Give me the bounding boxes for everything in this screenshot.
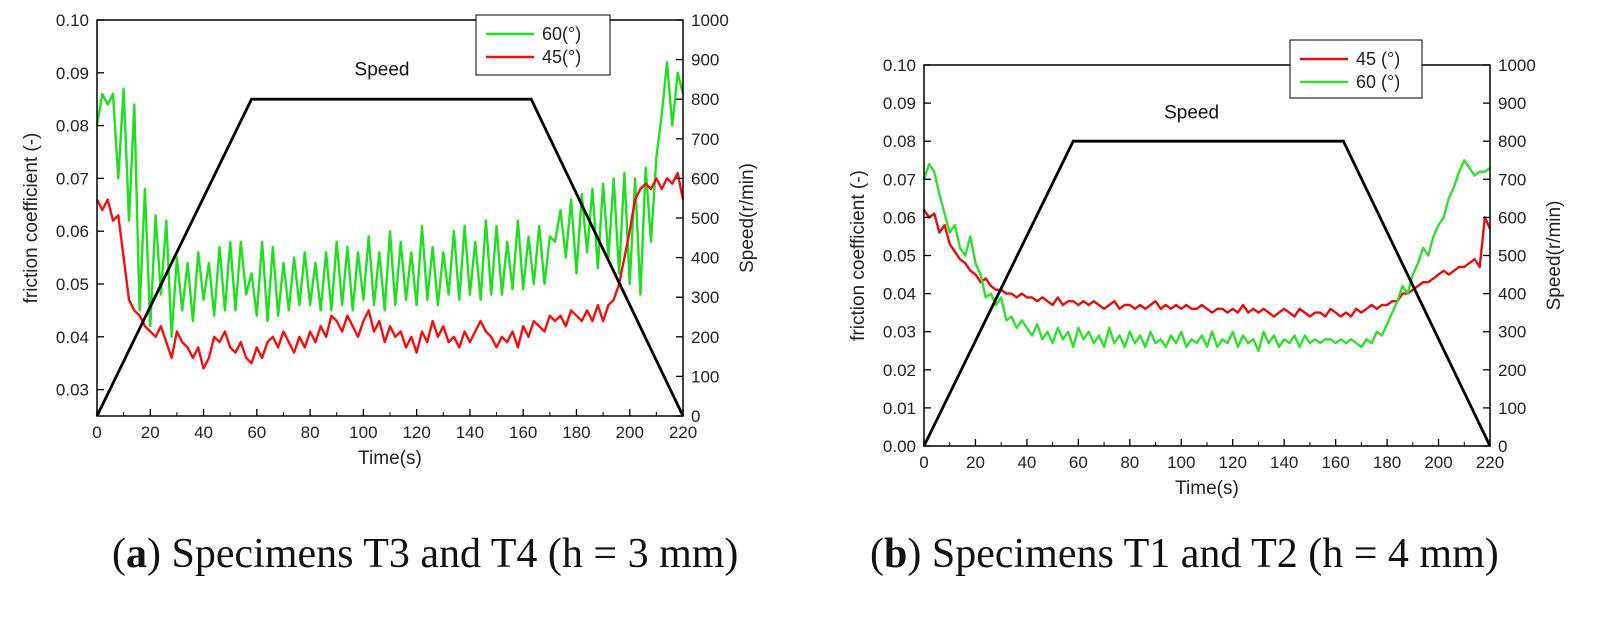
x-tick-label: 40	[1017, 453, 1036, 472]
y-axis-title: friction coefficient (-)	[21, 133, 42, 304]
legend-entry: 60(°)	[542, 24, 581, 44]
series-line-2	[922, 159, 1491, 352]
series-line-2	[95, 171, 685, 370]
y2-tick-label: 100	[1498, 399, 1526, 418]
x-tick-label: 220	[1476, 453, 1504, 472]
y-tick-label: 0.08	[56, 117, 89, 136]
y-tick-label: 0.08	[883, 132, 916, 151]
y2-tick-label: 200	[1498, 361, 1526, 380]
x-axis-title: Time(s)	[358, 448, 422, 469]
y-tick-label: 0.05	[56, 275, 89, 294]
x-tick-label: 200	[616, 423, 644, 442]
x-tick-label: 180	[562, 423, 590, 442]
caption-a: (a) Specimens T3 and T4 (h = 3 mm)	[112, 531, 739, 577]
legend-box	[475, 14, 611, 76]
y-tick-label: 0.00	[883, 437, 916, 456]
y-tick-label: 0.03	[56, 381, 89, 400]
x-tick-label: 160	[1321, 453, 1349, 472]
x-tick-label: 20	[966, 453, 985, 472]
x-tick-label: 220	[669, 423, 697, 442]
y-tick-label: 0.06	[883, 208, 916, 227]
y-tick-label: 0.03	[883, 323, 916, 342]
y2-tick-label: 1000	[691, 11, 729, 30]
x-tick-label: 0	[92, 423, 101, 442]
y-tick-label: 0.04	[883, 285, 916, 304]
y-tick-label: 0.07	[56, 169, 89, 188]
x-tick-label: 100	[1167, 453, 1195, 472]
x-tick-label: 140	[1270, 453, 1298, 472]
chart-panel-a: Speed 0 20 40 60 80 100 120 140 160 180 200 220 0.03 0…	[0, 0, 800, 617]
caption-b-text: Specimens T1 and T2 (h = 4 mm)	[931, 531, 1499, 577]
x-tick-label: 120	[1219, 453, 1247, 472]
y2-tick-label: 500	[691, 209, 719, 228]
x-tick-label: 20	[141, 423, 160, 442]
x-tick-label: 160	[509, 423, 537, 442]
legend-entry: 60 (°)	[1356, 72, 1400, 92]
y2-tick-label: 100	[691, 367, 719, 386]
y2-tick-label: 800	[1498, 132, 1526, 151]
y-tick-label: 0.05	[883, 247, 916, 266]
x-tick-label: 60	[247, 423, 266, 442]
chart-panel-b: Speed 0 20 40 60 80 100 120 140 160 180 200 220 0.00 0…	[810, 0, 1615, 617]
x-tick-label: 60	[1069, 453, 1088, 472]
y2-axis-title: Speed(r/min)	[1544, 201, 1565, 311]
caption-a-text: Specimens T3 and T4 (h = 3 mm)	[171, 531, 739, 577]
y-tick-label: 0.02	[883, 361, 916, 380]
y2-tick-label: 200	[691, 328, 719, 347]
y2-tick-label: 900	[691, 51, 719, 70]
speed-line	[922, 139, 1492, 447]
y-tick-label: 0.07	[883, 170, 916, 189]
series-line-1	[923, 209, 1492, 318]
y2-axis-title: Speed(r/min)	[737, 163, 758, 273]
y2-tick-label: 0	[691, 407, 700, 426]
x-tick-label: 180	[1373, 453, 1401, 472]
y-tick-label: 0.10	[56, 11, 89, 30]
x-tick-label: 200	[1424, 453, 1452, 472]
y2-tick-label: 400	[1498, 285, 1526, 304]
caption-a-letter: a	[126, 531, 147, 577]
y-axis-title: friction coefficient (-)	[848, 170, 869, 341]
caption-b: (b) Specimens T1 and T2 (h = 4 mm)	[870, 531, 1499, 577]
legend-entry: 45 (°)	[1356, 49, 1400, 69]
y2-tick-label: 400	[691, 249, 719, 268]
y2-tick-label: 600	[1498, 208, 1526, 227]
series-line-1	[95, 61, 685, 338]
y-tick-label: 0.06	[56, 222, 89, 241]
y2-tick-label: 300	[691, 288, 719, 307]
y2-tick-label: 700	[691, 130, 719, 149]
legend-entry: 45(°)	[542, 47, 581, 67]
y2-tick-label: 1000	[1498, 56, 1536, 75]
y2-tick-label: 300	[1498, 323, 1526, 342]
x-tick-label: 80	[301, 423, 320, 442]
y-tick-label: 0.01	[883, 399, 916, 418]
chart-a: Speed 0 20 40 60 80 100 120 140 160 180 200 220 0.03 0…	[21, 11, 758, 469]
y-tick-label: 0.09	[883, 94, 916, 113]
x-tick-label: 100	[349, 423, 377, 442]
x-tick-label: 0	[919, 453, 928, 472]
speed-annotation: Speed	[1164, 102, 1219, 123]
speed-annotation: Speed	[355, 59, 410, 80]
speed-line	[95, 97, 685, 417]
y-tick-label: 0.09	[56, 64, 89, 83]
y2-tick-label: 500	[1498, 247, 1526, 266]
caption-b-letter: b	[884, 531, 908, 577]
y2-tick-label: 700	[1498, 170, 1526, 189]
x-axis-title: Time(s)	[1175, 478, 1239, 499]
y2-tick-label: 600	[691, 169, 719, 188]
x-tick-label: 140	[456, 423, 484, 442]
x-tick-label: 120	[402, 423, 430, 442]
y2-tick-label: 0	[1498, 437, 1507, 456]
legend-box	[1289, 39, 1423, 99]
y2-tick-label: 900	[1498, 94, 1526, 113]
x-tick-label: 40	[194, 423, 213, 442]
y2-tick-label: 800	[691, 90, 719, 109]
y-tick-label: 0.10	[883, 56, 916, 75]
y-tick-label: 0.04	[56, 328, 89, 347]
x-tick-label: 80	[1120, 453, 1139, 472]
